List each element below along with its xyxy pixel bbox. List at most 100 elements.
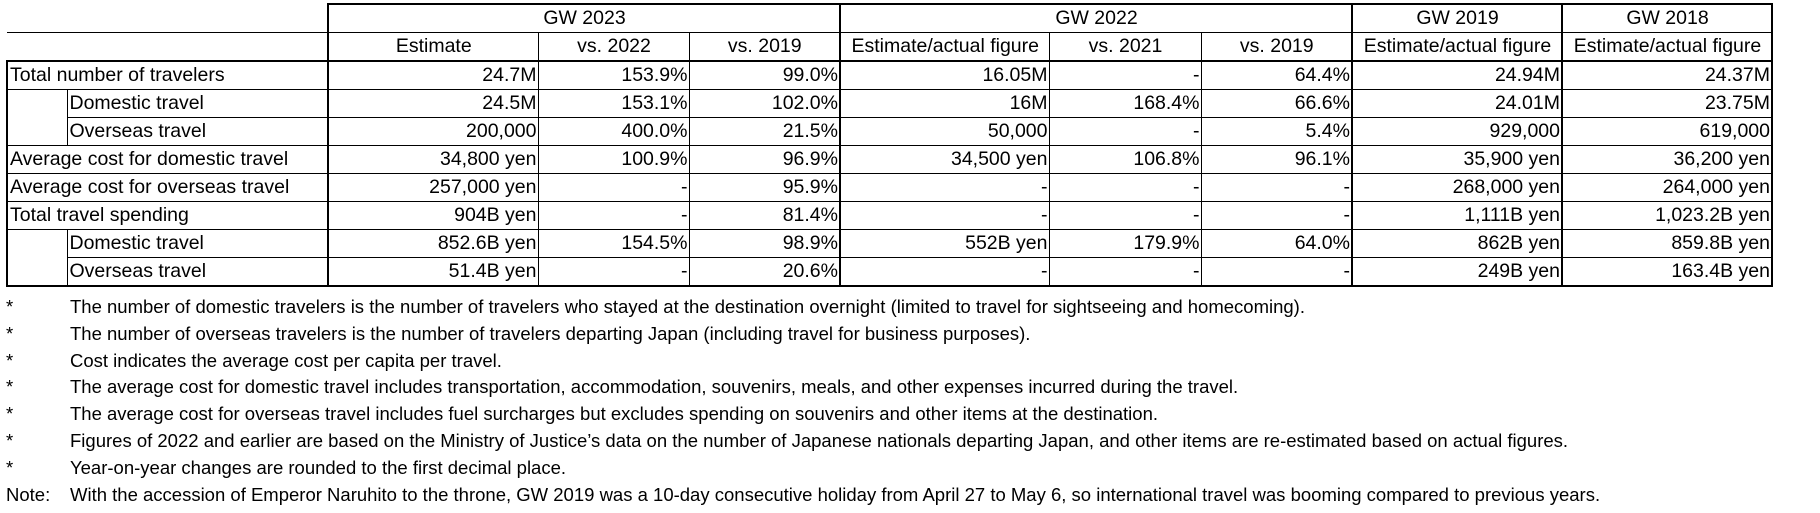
cell-gw2019: 1,111B yen bbox=[1351, 201, 1563, 230]
row-label: Total travel spending bbox=[6, 201, 329, 230]
cell-gw2022-estimate: - bbox=[839, 257, 1050, 287]
footnote: * Cost indicates the average cost per cap… bbox=[6, 348, 1816, 375]
subheader-gw2022-vs2021: vs. 2021 bbox=[1048, 32, 1202, 62]
cell-gw2023-vs2022: 100.9% bbox=[537, 145, 690, 174]
cell-gw2022-vs2021: 168.4% bbox=[1048, 89, 1202, 118]
cell-gw2018: 24.37M bbox=[1561, 60, 1773, 90]
cell-gw2023-estimate: 51.4B yen bbox=[327, 257, 539, 287]
subheader-gw2023-vs2019: vs. 2019 bbox=[688, 32, 841, 62]
table-row: Average cost for domestic travel 34,800 y… bbox=[6, 145, 1773, 174]
cell-gw2022-vs2019: - bbox=[1200, 201, 1353, 230]
footnote: * The number of domestic travelers is the… bbox=[6, 294, 1816, 321]
footnotes: * The number of domestic travelers is the… bbox=[6, 294, 1816, 508]
row-label: Total number of travelers bbox=[6, 60, 329, 90]
table-row: Overseas travel 51.4B yen -20.6% - - -249B ye… bbox=[6, 257, 1773, 287]
cell-gw2023-estimate: 852.6B yen bbox=[327, 229, 539, 258]
footnote: Note: With the accession of Emperor Naruh… bbox=[6, 482, 1816, 509]
row-label: Average cost for overseas travel bbox=[6, 173, 329, 202]
cell-gw2018: 23.75M bbox=[1561, 89, 1773, 118]
footnote-text: Figures of 2022 and earlier are based on… bbox=[70, 429, 1569, 451]
cell-gw2022-estimate: - bbox=[839, 173, 1050, 202]
cell-gw2023-vs2019: 98.9% bbox=[688, 229, 841, 258]
row-label: Average cost for domestic travel bbox=[6, 145, 329, 174]
cell-gw2019: 24.01M bbox=[1351, 89, 1563, 118]
cell-gw2022-vs2021: - bbox=[1048, 117, 1202, 146]
cell-gw2022-vs2021: 106.8% bbox=[1048, 145, 1202, 174]
row-label: Overseas travel bbox=[66, 117, 329, 146]
cell-gw2019: 862B yen bbox=[1351, 229, 1563, 258]
footnote-text: The average cost for overseas travel inc… bbox=[70, 403, 1159, 425]
subheader-gw2018-estimate: Estimate/actual figure bbox=[1561, 32, 1773, 62]
cell-gw2022-estimate: 552B yen bbox=[839, 229, 1050, 258]
table-row: Average cost for overseas travel 257,000 … bbox=[6, 173, 1773, 202]
footnote-marker: * bbox=[6, 429, 14, 451]
footnote-text: The average cost for domestic travel inc… bbox=[70, 376, 1239, 398]
header-gw2018: GW 2018 bbox=[1561, 3, 1773, 33]
cell-gw2019: 249B yen bbox=[1351, 257, 1563, 287]
cell-gw2022-vs2019: 64.0% bbox=[1200, 229, 1353, 258]
table-row: Total number of travelers 24.7M 153.9% 99.0… bbox=[6, 60, 1773, 90]
corner-cell bbox=[7, 4, 329, 33]
footnote-marker: * bbox=[6, 376, 14, 398]
cell-gw2018: 619,000 bbox=[1561, 117, 1773, 146]
cell-gw2023-vs2022: - bbox=[537, 257, 690, 287]
sub-header-row: Estimate vs. 2022 vs. 2019 Estimate/actu… bbox=[7, 32, 1773, 62]
cell-gw2023-vs2019: 102.0% bbox=[688, 89, 841, 118]
subheader-gw2023-vs2022: vs. 2022 bbox=[537, 32, 690, 62]
cell-gw2023-vs2022: 153.1% bbox=[537, 89, 690, 118]
cell-gw2022-vs2021: 179.9% bbox=[1048, 229, 1202, 258]
cell-gw2023-estimate: 34,800 yen bbox=[327, 145, 539, 174]
cell-gw2022-estimate: 16.05M bbox=[839, 60, 1050, 90]
cell-gw2022-vs2019: 66.6% bbox=[1200, 89, 1353, 118]
cell-gw2022-estimate: 34,500 yen bbox=[839, 145, 1050, 174]
cell-gw2023-estimate: 257,000 yen bbox=[327, 173, 539, 202]
footnote: * The number of overseas travelers is the… bbox=[6, 321, 1816, 348]
cell-gw2023-vs2022: 400.0% bbox=[537, 117, 690, 146]
indent-cell bbox=[6, 229, 68, 258]
cell-gw2023-estimate: 24.5M bbox=[327, 89, 539, 118]
cell-gw2018: 859.8B yen bbox=[1561, 229, 1773, 258]
cell-gw2023-vs2019: 99.0% bbox=[688, 60, 841, 90]
cell-gw2023-vs2022: 154.5% bbox=[537, 229, 690, 258]
cell-gw2022-estimate: 16M bbox=[839, 89, 1050, 118]
footnote: * Figures of 2022 and earlier are based o… bbox=[6, 428, 1816, 455]
cell-gw2018: 163.4B yen bbox=[1561, 257, 1773, 287]
cell-gw2022-vs2021: - bbox=[1048, 60, 1202, 90]
subheader-gw2022-vs2019: vs. 2019 bbox=[1200, 32, 1353, 62]
table-row: Overseas travel 200,000 400.0% 21.5% 50,000-… bbox=[6, 117, 1773, 146]
cell-gw2023-vs2022: 153.9% bbox=[537, 60, 690, 90]
table-row: Domestic travel 852.6B yen 154.5% 98.9% 552B… bbox=[6, 229, 1773, 258]
cell-gw2019: 929,000 bbox=[1351, 117, 1563, 146]
cell-gw2023-vs2022: - bbox=[537, 201, 690, 230]
indent-cell bbox=[6, 257, 68, 287]
subheader-gw2023-estimate: Estimate bbox=[327, 32, 539, 62]
footnote-text: The number of overseas travelers is the … bbox=[70, 322, 1031, 344]
footnote: * The average cost for domestic travel in… bbox=[6, 374, 1816, 401]
cell-gw2023-estimate: 24.7M bbox=[327, 60, 539, 90]
cell-gw2022-vs2021: - bbox=[1048, 257, 1202, 287]
cell-gw2023-vs2019: 81.4% bbox=[688, 201, 841, 230]
footnote-text: With the accession of Emperor Naruhito t… bbox=[70, 483, 1601, 505]
travel-forecast-table: GW 2023 GW 2022 GW 2019 GW 2018 Estimate… bbox=[6, 3, 1773, 287]
group-header-row: GW 2023 GW 2022 GW 2019 GW 2018 bbox=[7, 3, 1773, 33]
table-row: Total travel spending 904B yen -81.4% - - -1,… bbox=[6, 201, 1773, 230]
footnote-text: Cost indicates the average cost per capi… bbox=[70, 349, 502, 371]
footnote-text: Year-on-year changes are rounded to the … bbox=[70, 456, 567, 478]
cell-gw2018: 36,200 yen bbox=[1561, 145, 1773, 174]
cell-gw2019: 24.94M bbox=[1351, 60, 1563, 90]
indent-cell bbox=[6, 89, 68, 118]
cell-gw2019: 268,000 yen bbox=[1351, 173, 1563, 202]
cell-gw2022-estimate: - bbox=[839, 201, 1050, 230]
header-gw2023: GW 2023 bbox=[327, 3, 841, 33]
cell-gw2022-vs2021: - bbox=[1048, 173, 1202, 202]
row-label: Overseas travel bbox=[66, 257, 329, 287]
footnote-marker: Note: bbox=[6, 483, 51, 505]
cell-gw2019: 35,900 yen bbox=[1351, 145, 1563, 174]
subheader-gw2019-estimate: Estimate/actual figure bbox=[1351, 32, 1563, 62]
table-row: Domestic travel 24.5M 153.1% 102.0% 16M 168.4… bbox=[6, 89, 1773, 118]
footnote-marker: * bbox=[6, 456, 14, 478]
cell-gw2022-vs2019: - bbox=[1200, 173, 1353, 202]
header-gw2019: GW 2019 bbox=[1351, 3, 1563, 33]
cell-gw2023-estimate: 904B yen bbox=[327, 201, 539, 230]
subheader-gw2022-estimate: Estimate/actual figure bbox=[839, 32, 1050, 62]
